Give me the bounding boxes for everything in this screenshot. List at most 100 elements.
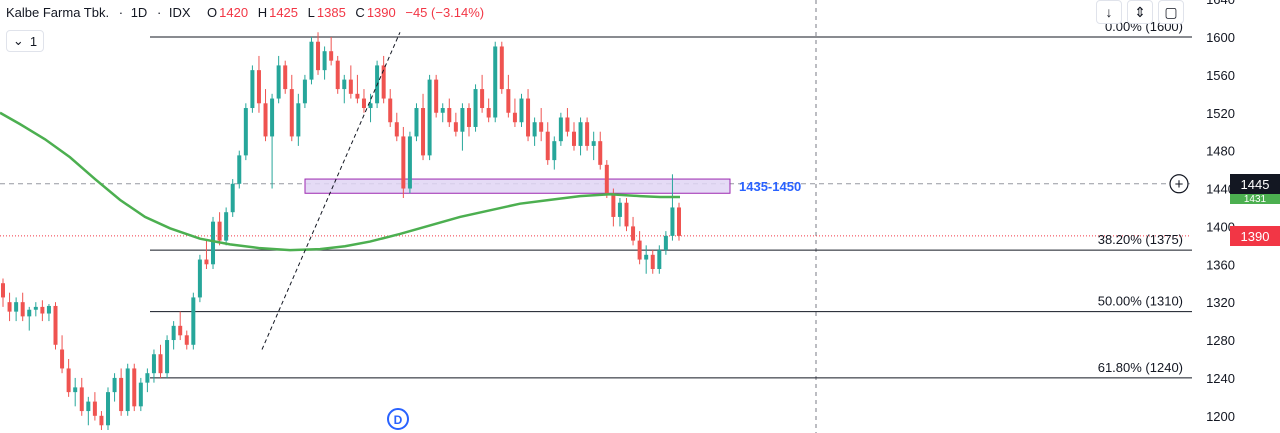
- y-axis-tick-label: 1400: [1206, 219, 1235, 234]
- candle-body: [604, 164, 609, 194]
- download-icon: ↓: [1105, 4, 1113, 20]
- y-axis-tick-label: 1480: [1206, 144, 1235, 159]
- expand-icon: ⇕: [1134, 3, 1146, 20]
- low-value: 1385: [316, 5, 346, 20]
- candle-body: [256, 70, 261, 104]
- candle-body: [204, 259, 209, 265]
- ma-price-tag: 1431: [1230, 194, 1280, 204]
- candle-body: [171, 325, 176, 341]
- candle-body: [480, 89, 485, 109]
- last-price-tag: 1390: [1230, 226, 1280, 246]
- high-label: H: [257, 5, 268, 20]
- candle-body: [289, 89, 294, 137]
- candle-body: [184, 335, 189, 345]
- candle-body: [79, 387, 84, 412]
- candle-body: [40, 306, 45, 314]
- candle-body: [421, 108, 426, 156]
- candle-body: [486, 108, 491, 118]
- expand-button[interactable]: ⇕: [1127, 0, 1153, 24]
- open-label: O: [207, 5, 218, 20]
- candle-body: [499, 46, 504, 90]
- candle-body: [637, 240, 642, 260]
- candle-body: [578, 122, 583, 146]
- exchange-label: IDX: [168, 5, 191, 20]
- candle-body: [230, 183, 235, 213]
- candle-body: [407, 136, 412, 189]
- candle-body: [657, 250, 662, 270]
- chevron-down-icon: ⌄: [12, 33, 24, 48]
- y-axis-tick-label: 1560: [1206, 68, 1235, 83]
- candle-body: [506, 89, 511, 113]
- candle-body: [388, 98, 393, 123]
- download-button[interactable]: ↓: [1096, 0, 1122, 24]
- change-value: −45 (−3.14%): [405, 5, 485, 20]
- candle-body: [243, 108, 248, 156]
- candle-body: [342, 79, 347, 90]
- fullscreen-button[interactable]: ▢: [1158, 0, 1184, 24]
- candle-body: [250, 70, 255, 109]
- candle-body: [401, 136, 406, 189]
- plus-icon: +: [1175, 176, 1184, 193]
- symbol-legend: Kalbe Farma Tbk. · 1D · IDX O 1420 H 1425 …: [6, 5, 485, 20]
- candle-body: [329, 51, 334, 61]
- candle-body: [624, 202, 629, 227]
- candle-body: [355, 93, 360, 99]
- candle-body: [20, 302, 25, 317]
- candle-body: [60, 349, 65, 369]
- candle-body: [283, 65, 288, 90]
- candle-body: [92, 401, 97, 416]
- candle-body: [138, 382, 143, 407]
- add-alert-icon: [1169, 174, 1189, 194]
- pane-collapse-button[interactable]: ⌄ 1: [6, 30, 44, 52]
- candle-body: [565, 117, 570, 132]
- high-value: 1425: [269, 5, 299, 20]
- candle-body: [348, 79, 353, 94]
- fib-level-label: 50.00% (1310): [1098, 294, 1183, 309]
- supply-zone: [304, 178, 731, 194]
- y-axis-tick-label: 1520: [1206, 106, 1235, 121]
- candle-body: [677, 207, 681, 236]
- candle-body: [670, 207, 675, 236]
- candle-body: [611, 193, 616, 217]
- candle-body: [361, 98, 366, 109]
- candle-body: [552, 141, 557, 161]
- candle-body: [27, 309, 32, 317]
- candle-body: [106, 392, 111, 426]
- y-axis-tick-label: 1600: [1206, 30, 1235, 45]
- candle-body: [7, 302, 12, 312]
- zone-label: 1435-1450: [739, 179, 801, 194]
- candle-body: [276, 65, 281, 99]
- close-value: 1390: [366, 5, 396, 20]
- candle-body: [316, 41, 321, 71]
- candle-body: [571, 131, 576, 146]
- candle-body: [53, 305, 58, 345]
- candle-body: [86, 401, 91, 412]
- candle-body: [440, 108, 445, 113]
- dividend-marker: [387, 408, 409, 430]
- symbol-name[interactable]: Kalbe Farma Tbk.: [6, 5, 110, 20]
- candle-body: [663, 235, 668, 251]
- candle-body: [453, 122, 458, 132]
- candle-body: [197, 259, 202, 298]
- y-axis-tick-label: 1280: [1206, 333, 1235, 348]
- close-label: C: [355, 5, 365, 20]
- candle-body: [33, 306, 38, 310]
- candle-body: [99, 415, 104, 426]
- candle-body: [631, 226, 636, 241]
- interval-label[interactable]: 1D: [130, 5, 148, 20]
- candle-body: [224, 212, 229, 241]
- y-axis-tick-label: 1640: [1206, 0, 1235, 7]
- open-value: 1420: [219, 5, 249, 20]
- candle-body: [145, 373, 150, 383]
- candle-body: [119, 377, 124, 412]
- candle-body: [539, 122, 544, 132]
- y-axis-tick-label: 1240: [1206, 371, 1235, 386]
- candle-body: [151, 354, 156, 374]
- candle-body: [237, 155, 242, 184]
- candle-body: [598, 141, 603, 165]
- candle-body: [309, 41, 314, 80]
- candle-body: [617, 202, 622, 217]
- fib-level-label: 61.80% (1240): [1098, 360, 1183, 375]
- y-axis-tick-label: 1320: [1206, 295, 1235, 310]
